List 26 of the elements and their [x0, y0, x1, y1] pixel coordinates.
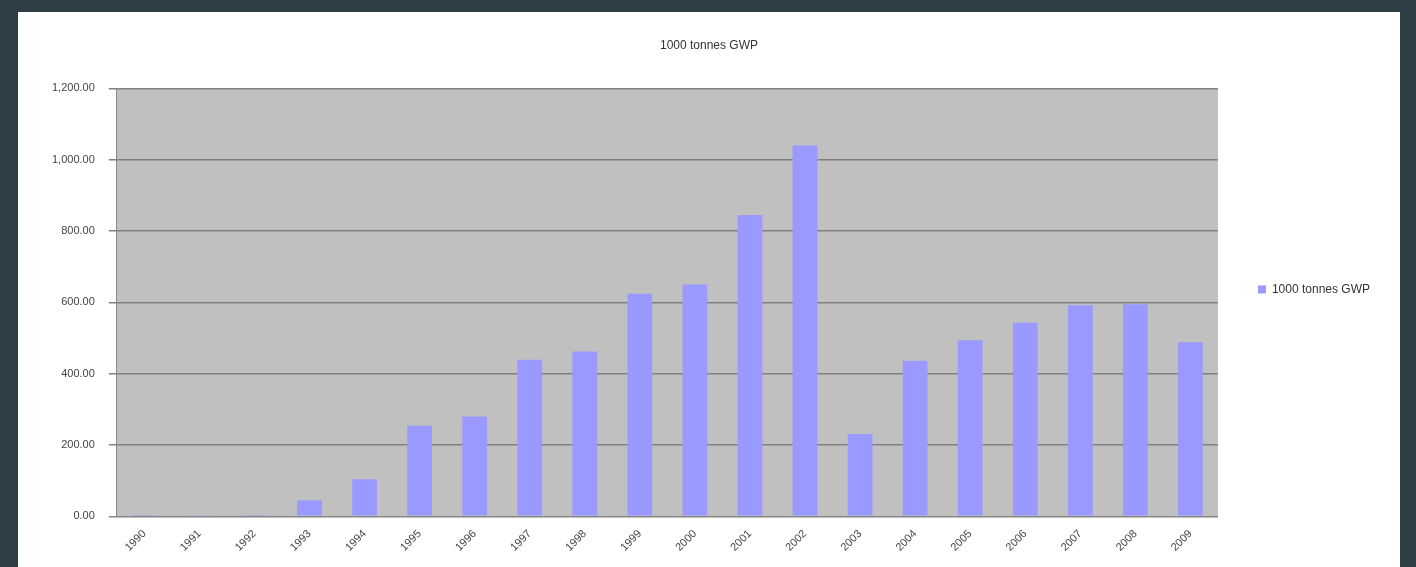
- bar: [902, 360, 928, 516]
- bar: [517, 359, 543, 516]
- bar: [1178, 342, 1203, 516]
- bar: [297, 500, 322, 516]
- y-tick-label: 600.00: [61, 295, 95, 308]
- bar: [572, 351, 598, 516]
- bar: [627, 293, 653, 516]
- bar: [462, 416, 488, 516]
- y-tick-label: 1,200.00: [51, 81, 95, 94]
- bar: [847, 433, 873, 516]
- y-tick-label: 400.00: [61, 366, 95, 379]
- bar: [407, 425, 433, 516]
- y-tick-label: 1,000.00: [51, 152, 95, 165]
- y-tick-label: 800.00: [61, 224, 95, 237]
- bar: [737, 215, 763, 516]
- y-tick-label: 200.00: [61, 438, 95, 451]
- bar: [352, 479, 377, 516]
- bar: [682, 284, 708, 516]
- bar: [1122, 304, 1148, 516]
- chart-title: 1000 tonnes GWP: [659, 37, 759, 52]
- bar: [1012, 322, 1038, 516]
- bar: [792, 145, 818, 516]
- bar: [957, 340, 983, 516]
- y-tick-label: 0.00: [73, 509, 95, 522]
- legend-label: 1000 tonnes GWP: [1271, 281, 1371, 296]
- bar: [1067, 305, 1093, 516]
